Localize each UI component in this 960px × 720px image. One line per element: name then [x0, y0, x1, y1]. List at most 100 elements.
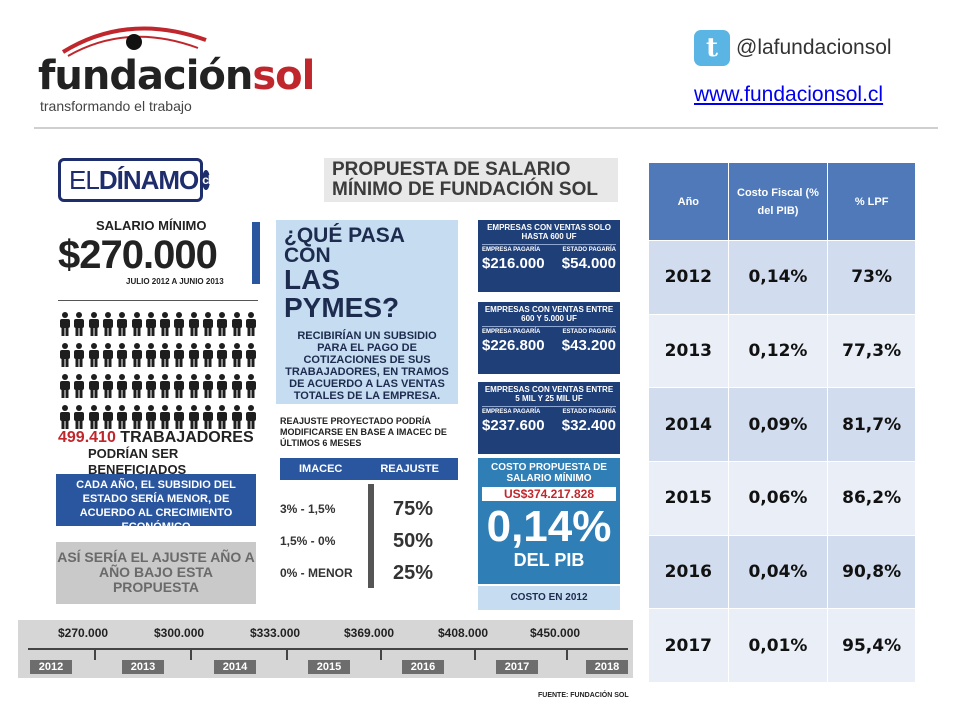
- person-icon: [215, 312, 229, 343]
- person-icon: [229, 374, 243, 405]
- twitter-handle-row[interactable]: t @lafundacionsol: [694, 30, 892, 66]
- person-icon: [87, 343, 101, 374]
- table-cell: 0,06%: [727, 461, 829, 536]
- person-icon: [172, 312, 186, 343]
- person-icon: [101, 343, 115, 374]
- person-icon: [72, 405, 86, 436]
- person-icon: [144, 405, 158, 436]
- person-icon: [172, 343, 186, 374]
- header-costo-fiscal: Costo Fiscal (% del PIB): [727, 162, 829, 241]
- timeline-tick: [190, 648, 192, 660]
- person-icon: [158, 312, 172, 343]
- table-cell: 2015: [648, 461, 729, 536]
- person-icon: [129, 374, 143, 405]
- table-row: 2017 0,01% 95,4%: [648, 608, 916, 684]
- divider: [58, 300, 258, 301]
- person-icon: [115, 312, 129, 343]
- table-row: 2013 0,12% 77,3%: [648, 313, 916, 389]
- person-icon: [72, 343, 86, 374]
- person-icon: [129, 405, 143, 436]
- timeline-amount: $450.000: [530, 626, 581, 640]
- timeline-amount: $408.000: [438, 626, 489, 640]
- person-icon: [58, 343, 72, 374]
- person-icon: [101, 312, 115, 343]
- costo-block: COSTO PROPUESTA DE SALARIO MÍNIMO US$374…: [478, 458, 620, 584]
- el-dinamo-logo: EL DÍNAMO cl: [58, 158, 211, 202]
- person-icon: [172, 374, 186, 405]
- table-cell: 77,3%: [827, 313, 916, 389]
- timeline-year: 2015: [308, 660, 350, 674]
- timeline-year: 2016: [402, 660, 444, 674]
- person-icon: [87, 374, 101, 405]
- timeline-year: 2013: [122, 660, 164, 674]
- table-row: 2014 0,09% 81,7%: [648, 387, 916, 463]
- table-cell: 0,14%: [727, 240, 829, 315]
- infographic-title: PROPUESTA DE SALARIO MÍNIMO DE FUNDACIÓN…: [324, 158, 618, 202]
- accent-bar: [252, 222, 260, 284]
- person-icon: [187, 405, 201, 436]
- person-icon: [244, 312, 258, 343]
- empresas-tramo-2: EMPRESAS CON VENTAS ENTRE 600 Y 5.000 UF…: [478, 302, 620, 374]
- person-icon: [158, 405, 172, 436]
- timeline-amount: $270.000: [58, 626, 109, 640]
- timeline-tick: [94, 648, 96, 660]
- table-cell: 2016: [648, 534, 729, 610]
- website-link[interactable]: www.fundacionsol.cl: [694, 83, 884, 106]
- table-cell: 95,4%: [827, 608, 916, 684]
- reajuste-row: 1,5% - 0% 50%: [280, 529, 434, 552]
- person-icon: [144, 312, 158, 343]
- person-icon: [115, 405, 129, 436]
- table-cell: 0,04%: [727, 534, 829, 610]
- person-icon: [244, 374, 258, 405]
- person-icon: [201, 343, 215, 374]
- person-icon: [115, 374, 129, 405]
- infographic: EL DÍNAMO cl PROPUESTA DE SALARIO MÍNIMO …: [18, 154, 633, 705]
- header-ano: Año: [648, 162, 729, 241]
- person-icon: [58, 374, 72, 405]
- person-icon: [229, 312, 243, 343]
- person-icon: [187, 312, 201, 343]
- timeline-tick: [286, 648, 288, 660]
- eye-logo-icon: [61, 26, 207, 57]
- empresas-tramo-1: EMPRESAS CON VENTAS SOLO HASTA 600 UF EM…: [478, 220, 620, 292]
- timeline-year: 2014: [214, 660, 256, 674]
- person-icon: [158, 343, 172, 374]
- table-cell: 2014: [648, 387, 729, 463]
- person-icon: [229, 405, 243, 436]
- salario-value: $270.000: [58, 233, 218, 277]
- person-icon: [201, 405, 215, 436]
- person-icon: [215, 374, 229, 405]
- subsidio-note: CADA AÑO, EL SUBSIDIO DEL ESTADO SERÍA M…: [56, 474, 256, 533]
- person-icon: [58, 312, 72, 343]
- table-cell: 73%: [827, 240, 916, 315]
- table-cell: 81,7%: [827, 387, 916, 463]
- timeline-tick: [474, 648, 476, 660]
- costo-fiscal-table: Año Costo Fiscal (% del PIB) % LPF 2012 0…: [648, 162, 916, 684]
- table-cell: 0,01%: [727, 608, 829, 684]
- reajuste-row: 0% - MENOR 25%: [280, 561, 434, 584]
- person-icon: [144, 343, 158, 374]
- twitter-icon: t: [694, 30, 730, 66]
- person-icon: [129, 343, 143, 374]
- person-icon: [115, 343, 129, 374]
- timeline-tick: [380, 648, 382, 660]
- table-row: 2015 0,06% 86,2%: [648, 461, 916, 536]
- ajuste-note: ASÍ SERÍA EL AJUSTE AÑO A AÑO BAJO ESTA …: [56, 542, 256, 604]
- person-icon: [158, 374, 172, 405]
- twitter-handle: @lafundacionsol: [736, 36, 892, 59]
- person-icon: [201, 374, 215, 405]
- table-row: 2016 0,04% 90,8%: [648, 534, 916, 610]
- person-icon: [87, 405, 101, 436]
- person-icon: [144, 374, 158, 405]
- timeline-tick: [566, 648, 568, 660]
- timeline-year: 2017: [496, 660, 538, 674]
- source-note: FUENTE: FUNDACIÓN SOL: [538, 692, 629, 699]
- reajuste-note: REAJUSTE PROYECTADO PODRÍA MODIFICARSE E…: [280, 416, 447, 448]
- person-icon: [187, 343, 201, 374]
- table-cell: 0,09%: [727, 387, 829, 463]
- table-cell: 90,8%: [827, 534, 916, 610]
- person-icon: [215, 405, 229, 436]
- people-pictogram: [58, 312, 258, 429]
- header-divider: [34, 127, 938, 129]
- salario-minimo-block: SALARIO MÍNIMO $270.000 JULIO 2012 A JUN…: [58, 218, 258, 286]
